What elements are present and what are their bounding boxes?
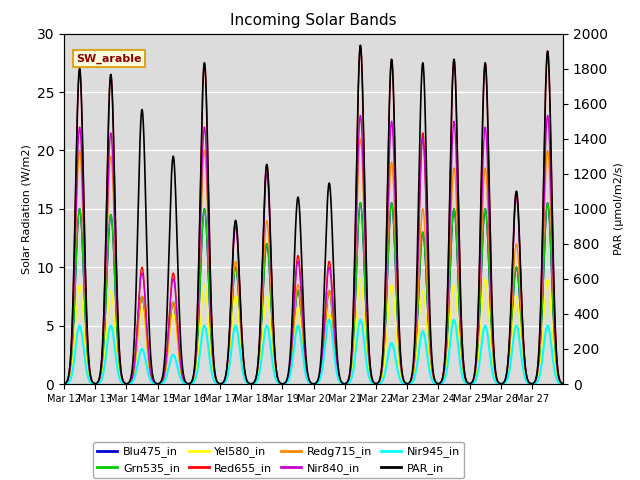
Title: Incoming Solar Bands: Incoming Solar Bands <box>230 13 397 28</box>
Legend: Blu475_in, Grn535_in, Yel580_in, Red655_in, Redg715_in, Nir840_in, Nir945_in, PA: Blu475_in, Grn535_in, Yel580_in, Red655_… <box>93 442 465 479</box>
Y-axis label: PAR (μmol/m2/s): PAR (μmol/m2/s) <box>614 162 624 255</box>
Y-axis label: Solar Radiation (W/m2): Solar Radiation (W/m2) <box>21 144 31 274</box>
Text: SW_arable: SW_arable <box>77 54 142 64</box>
